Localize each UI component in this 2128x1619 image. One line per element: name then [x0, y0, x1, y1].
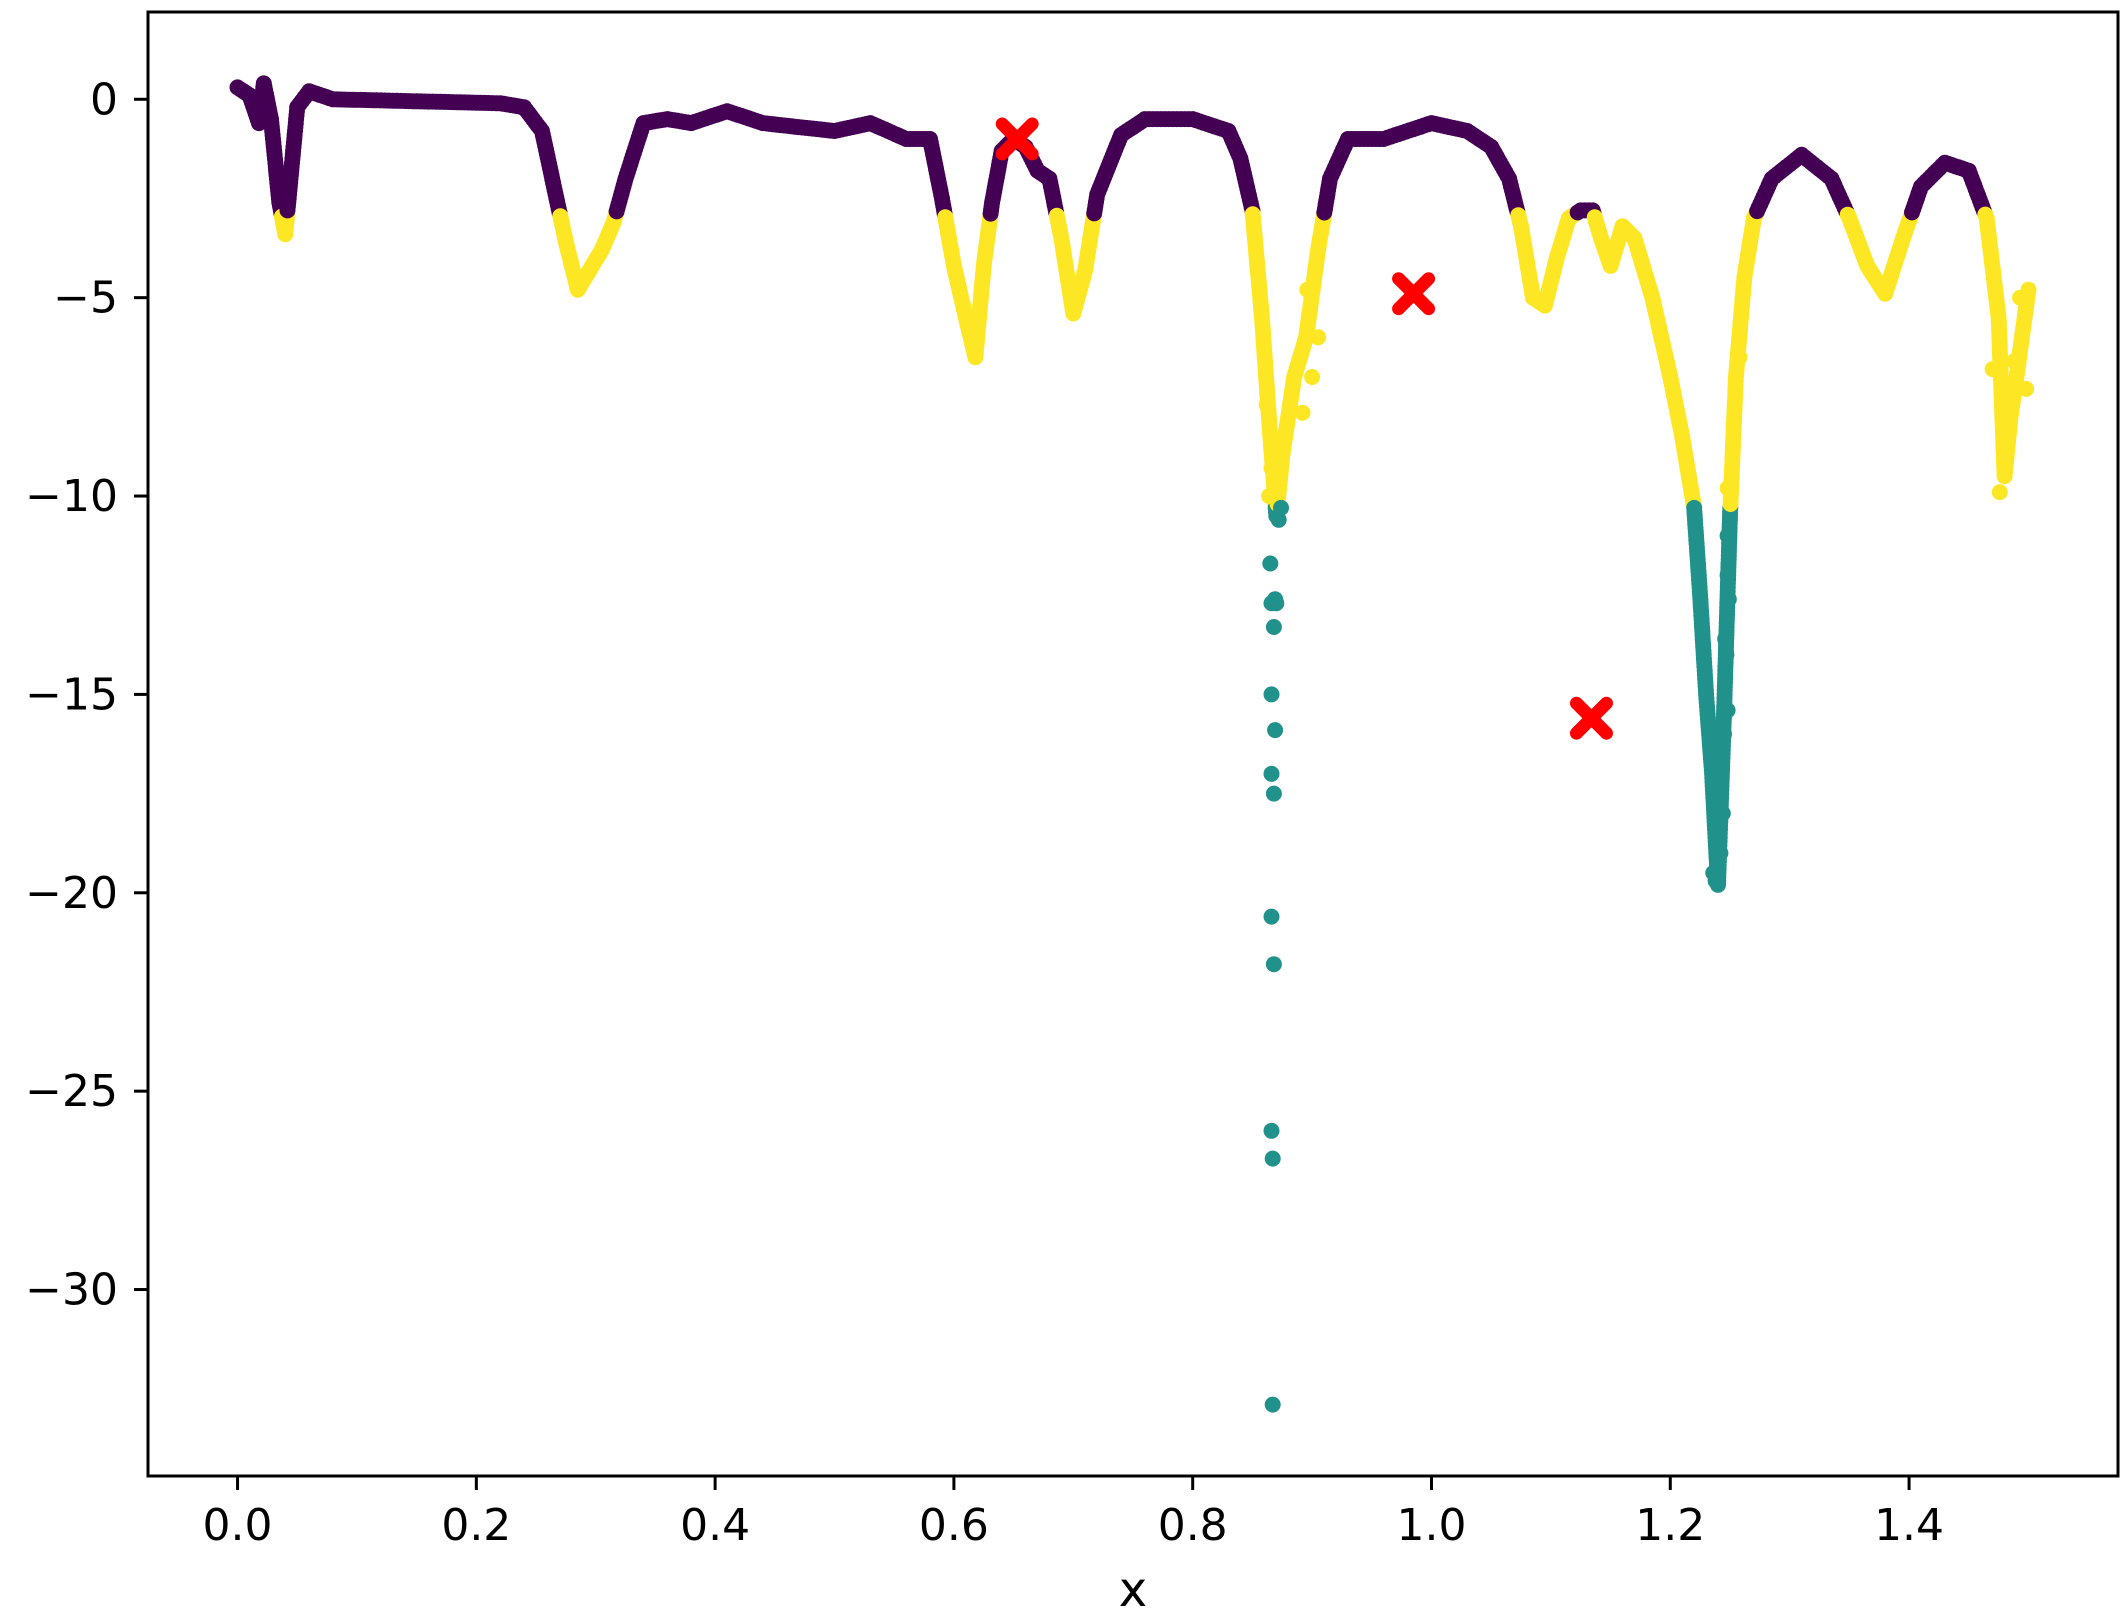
data-point-cluster-2	[2018, 380, 2035, 397]
data-point-cluster-1	[1719, 567, 1736, 584]
data-point-cluster-1	[1263, 1122, 1280, 1139]
data-point-cluster-2	[1304, 369, 1321, 385]
data-point-cluster-1	[1263, 686, 1280, 703]
x-tick-label: 0.4	[680, 1500, 750, 1551]
centroid-marker-2	[1392, 272, 1436, 316]
x-tick-label: 0.2	[441, 1500, 511, 1551]
data-point-cluster-1	[1718, 646, 1735, 663]
x-tick-label: 1.0	[1396, 1500, 1466, 1551]
x-tick-label: 0.8	[1158, 1500, 1228, 1551]
data-point-cluster-1	[1265, 785, 1282, 802]
x-tick-label: 0.6	[919, 1500, 989, 1551]
data-point-cluster-2	[1719, 480, 1736, 497]
centroid-layer	[995, 117, 1613, 740]
data-point-cluster-2	[2012, 289, 2029, 306]
data-point-cluster-1	[1720, 591, 1737, 608]
data-point-cluster-1	[1264, 1396, 1281, 1413]
data-point-cluster-2	[2006, 353, 2023, 370]
data-point-cluster-1	[1264, 1150, 1281, 1167]
plot-frame	[146, 10, 2120, 1478]
data-point-cluster-1	[1270, 511, 1287, 528]
data-point-cluster-1	[1262, 555, 1279, 572]
x-tick-label: 0.0	[203, 1500, 273, 1551]
data-point-cluster-2	[1263, 460, 1280, 477]
y-tick-label: −10	[25, 471, 118, 522]
data-point-cluster-1	[1719, 527, 1736, 544]
y-tick-label: −15	[25, 669, 118, 720]
data-point-cluster-1	[1705, 864, 1722, 881]
data-point-cluster-1	[1265, 619, 1282, 635]
data-point-cluster-1	[1719, 702, 1736, 719]
data-point-cluster-1	[1717, 630, 1734, 647]
data-point-cluster-2	[1310, 329, 1327, 346]
data-point-cluster-1	[1714, 805, 1731, 822]
y-tick-label: −5	[53, 273, 118, 324]
data-point-cluster-1	[1268, 595, 1285, 612]
y-tick-label: −30	[25, 1265, 118, 1316]
data-point-cluster-1	[1712, 845, 1729, 862]
data-point-cluster-2	[1991, 484, 2008, 501]
y-tick-label: 0	[90, 74, 118, 125]
data-point-cluster-1	[1263, 908, 1280, 925]
data-point-cluster-2	[1258, 396, 1275, 413]
points-layer	[229, 75, 2037, 1413]
data-point-cluster-2	[1261, 488, 1278, 504]
data-point-cluster-1	[1265, 956, 1282, 973]
data-point-cluster-2	[1299, 281, 1316, 298]
data-point-cluster-1	[1273, 499, 1289, 516]
centroid-marker-1	[995, 117, 1039, 161]
data-point-cluster-1	[1713, 765, 1730, 782]
data-point-cluster-2	[1999, 436, 2015, 453]
data-point-cluster-2	[1984, 361, 2001, 378]
y-tick-label: −25	[25, 1066, 118, 1117]
x-tick-label: 1.2	[1635, 1500, 1705, 1551]
x-tick-label: 1.4	[1874, 1500, 1944, 1551]
data-point-cluster-1	[1716, 726, 1732, 743]
data-point-cluster-2	[1273, 440, 1289, 457]
data-point-cluster-1	[1267, 722, 1284, 739]
x-axis-label: x	[1119, 1562, 1147, 1614]
centroid-marker-3	[1569, 696, 1613, 740]
axis-layer: 0.0 0.2 0.4 0.6 0.8 1.0 1.2 1.4 0 −5 −10 −15 −20 −25 −…	[25, 74, 1944, 1551]
data-point-cluster-2	[1294, 404, 1311, 421]
y-tick-label: −20	[25, 868, 118, 919]
data-point-cluster-2	[1731, 349, 1748, 366]
data-point-cluster-1	[1263, 765, 1280, 782]
data-point-cluster-2	[1725, 416, 1742, 433]
